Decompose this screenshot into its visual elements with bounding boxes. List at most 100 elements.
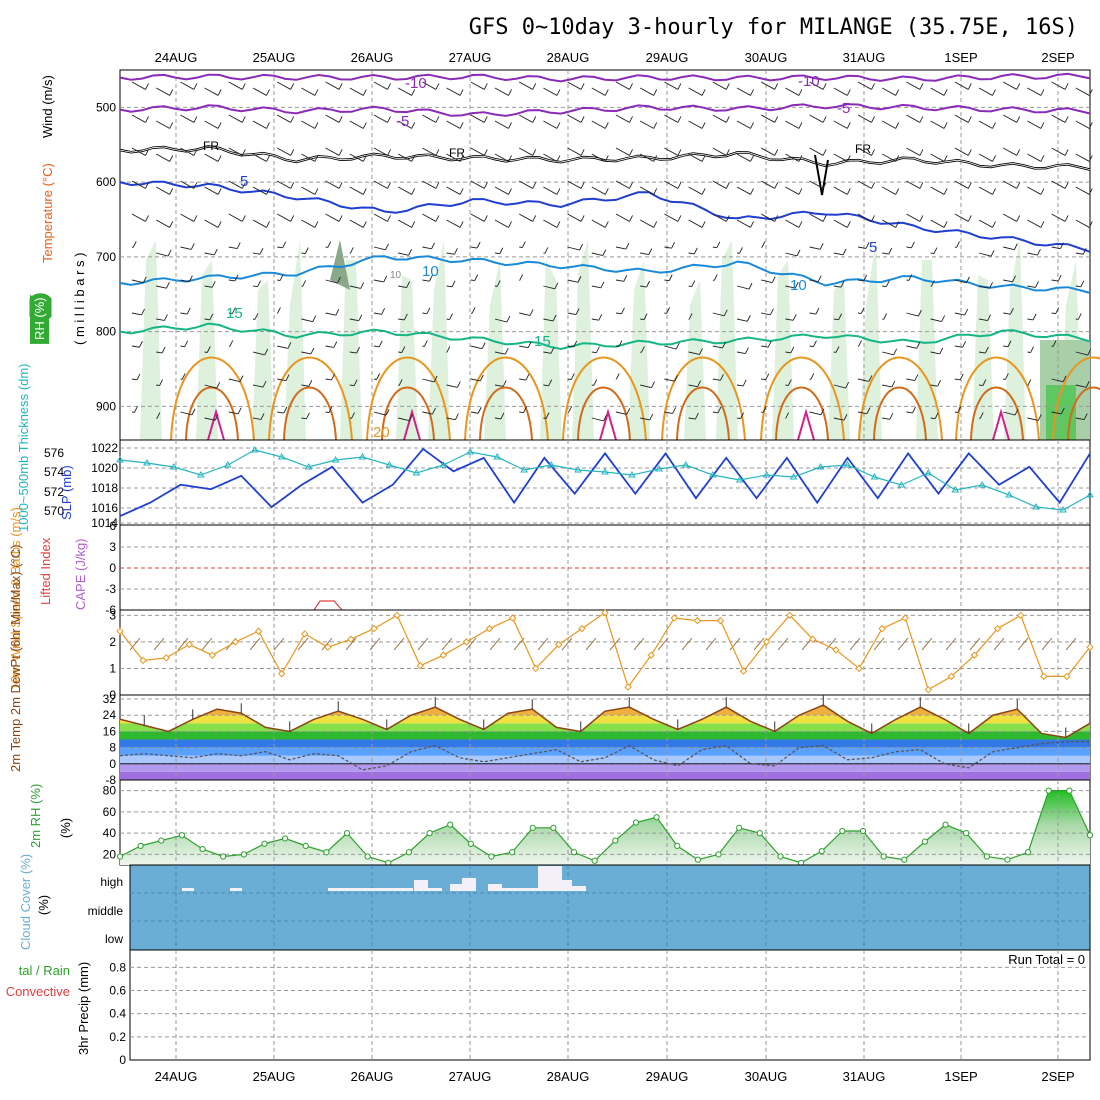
y-tick-label: 570 [44,504,64,518]
wind-barb [153,637,165,651]
thickness-point [520,466,529,473]
wind-barb-flag [822,215,827,222]
wind-barb [373,279,384,283]
wind-barb-flag [521,241,526,248]
precip-convective-label: Convective [6,984,70,999]
wind-barb [180,180,195,189]
wind-barb [131,81,146,90]
wind-barb-flag [604,89,609,96]
wind-barb [518,114,533,123]
wind-barb-flag [476,241,481,249]
wind-barb-flag [266,155,270,162]
wind-barb-flag [398,379,403,386]
wind-barb [446,285,453,288]
date-tick-top: 1SEP [944,50,977,65]
wind-barb-flag [573,340,578,348]
wind-barb-flag [483,182,488,189]
wind-barb [591,252,603,256]
wind-barb-flag [822,116,827,123]
wind-barb-flag [283,406,288,414]
wind-barb-flag [504,347,509,355]
wind-barb [276,147,291,156]
wind-barb [180,279,190,283]
wind-barb-flag [502,380,507,387]
wind-barb [397,153,412,162]
wind-barb [1003,279,1013,283]
isotherm-label: 10 [390,270,402,281]
wind-barb-flag [1088,89,1093,96]
wind-barb-flag [750,188,754,195]
wind-barb-flag [433,375,438,383]
wind-barb-flag [871,215,875,222]
wind-barb [833,87,848,96]
wind-barb-flag [1040,89,1045,96]
wind-barb [397,87,412,96]
wind-barb-flag [992,155,996,162]
isotherm-30 [207,408,225,441]
wind-barb [833,285,842,288]
wind-barb [1051,180,1066,189]
wind-barb [615,114,630,123]
thickness-point [385,461,394,468]
wind-barb-flag [241,149,246,156]
wind-barb-flag [556,89,561,96]
y-tick-label: 0.2 [109,1030,126,1044]
rh-line-point [488,853,495,860]
wind-barb-flag [454,248,458,255]
wind-barb [906,246,912,249]
wind-barb [1051,279,1059,282]
lifted-index-line [313,600,343,611]
wind-barb-flag [750,221,754,228]
wind-barb [681,637,693,651]
wind-barb-flag [181,373,186,380]
wind-barb [664,411,673,414]
thickness-line [119,449,1091,511]
wind-barb [155,219,170,228]
date-tick-bottom: 28AUG [547,1069,590,1084]
wind-barb-flag [1016,215,1021,222]
wind-barb [398,318,405,321]
wind-barb [809,246,821,250]
wind-barb [398,252,409,256]
rh-line-point [116,853,124,860]
wind-barb [543,417,547,419]
wind-barb [325,180,340,189]
wind-barb-flag [423,340,428,347]
wind-barb-flag [568,406,572,413]
wind-barb [978,120,993,129]
wind-barb [591,219,606,228]
wind-barb-flag [556,155,561,162]
wind-barb [1002,81,1017,90]
wind-barb [325,312,336,316]
wind-barb-flag [846,221,851,228]
wind-barb-flag [580,149,585,156]
wind-barb-flag [580,83,585,90]
wind-barb [857,114,872,123]
isotherm-25 [185,386,239,441]
wind-barb-flag [456,381,461,388]
wind-barb [760,180,775,189]
isotherm-20 [661,356,746,441]
wind-barb [978,252,992,257]
isotherm-20 [366,356,451,441]
wind-barb [494,351,506,355]
wind-barb-flag [459,89,464,96]
wind-barb [930,417,936,420]
wind-barb-flag [483,215,488,222]
wind-barb [180,345,185,348]
wind-barb-flag [1014,408,1019,416]
wind-barb-flag [290,83,295,90]
wind-barb-flag [483,116,488,123]
wind-barb-flag [161,346,166,354]
wind-barb [397,120,412,129]
wind-barb-flag [580,182,585,189]
wind-barb [615,411,627,415]
wind-barb [906,345,917,349]
wind-barb-flag [169,188,174,195]
rh-shade [684,280,706,440]
isotherm-20 [170,356,255,441]
wind-10m-panel: 3 2 1 0 10m Wind Speed & Barbs (m/s) [8,507,1094,702]
wind-barb [204,153,219,162]
y-tick-label: 0 [109,757,116,771]
